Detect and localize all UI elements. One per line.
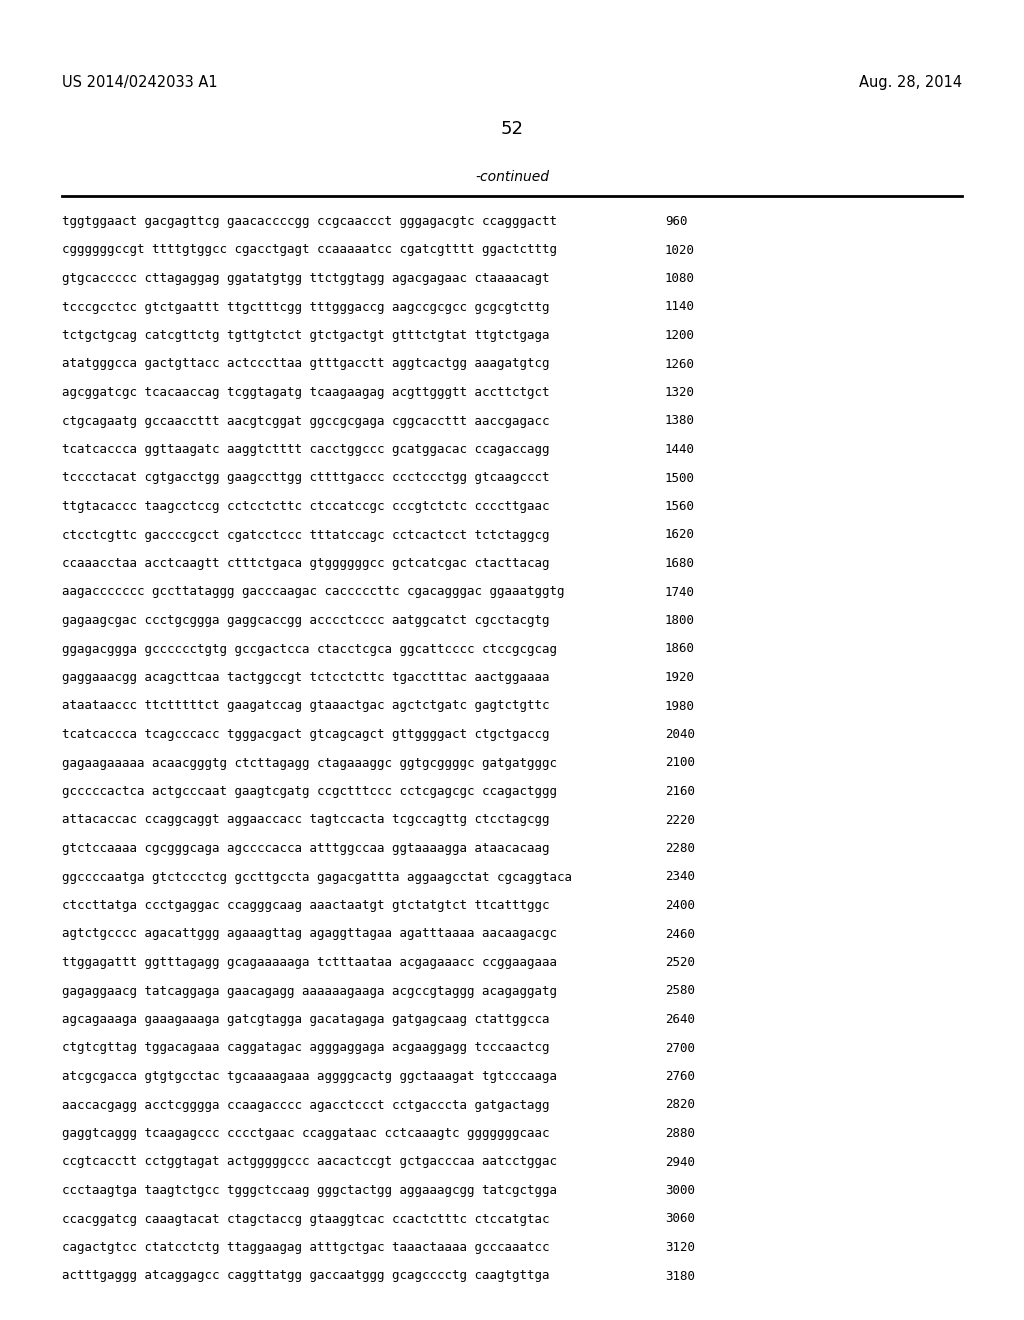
Text: 2220: 2220 <box>665 813 695 826</box>
Text: ttggagattt ggtttagagg gcagaaaaaga tctttaataa acgagaaacc ccggaagaaa: ttggagattt ggtttagagg gcagaaaaaga tcttta… <box>62 956 557 969</box>
Text: 960: 960 <box>665 215 687 228</box>
Text: 2760: 2760 <box>665 1071 695 1082</box>
Text: tcatcaccca tcagcccacc tgggacgact gtcagcagct gttggggact ctgctgaccg: tcatcaccca tcagcccacc tgggacgact gtcagca… <box>62 729 550 741</box>
Text: 3000: 3000 <box>665 1184 695 1197</box>
Text: 2880: 2880 <box>665 1127 695 1140</box>
Text: 1380: 1380 <box>665 414 695 428</box>
Text: ggccccaatga gtctccctcg gccttgccta gagacgattta aggaagcctat cgcaggtaca: ggccccaatga gtctccctcg gccttgccta gagacg… <box>62 870 572 883</box>
Text: 1440: 1440 <box>665 444 695 455</box>
Text: 2040: 2040 <box>665 729 695 741</box>
Text: tctgctgcag catcgttctg tgttgtctct gtctgactgt gtttctgtat ttgtctgaga: tctgctgcag catcgttctg tgttgtctct gtctgac… <box>62 329 550 342</box>
Text: 2940: 2940 <box>665 1155 695 1168</box>
Text: attacaccac ccaggcaggt aggaaccacc tagtccacta tcgccagttg ctcctagcgg: attacaccac ccaggcaggt aggaaccacc tagtcca… <box>62 813 550 826</box>
Text: tcccctacat cgtgacctgg gaagccttgg cttttgaccc ccctccctgg gtcaagccct: tcccctacat cgtgacctgg gaagccttgg cttttga… <box>62 471 550 484</box>
Text: ataataaccc ttctttttct gaagatccag gtaaactgac agctctgatc gagtctgttc: ataataaccc ttctttttct gaagatccag gtaaact… <box>62 700 550 713</box>
Text: ctgcagaatg gccaaccttt aacgtcggat ggccgcgaga cggcaccttt aaccgagacc: ctgcagaatg gccaaccttt aacgtcggat ggccgcg… <box>62 414 550 428</box>
Text: gaggaaacgg acagcttcaa tactggccgt tctcctcttc tgacctttac aactggaaaa: gaggaaacgg acagcttcaa tactggccgt tctcctc… <box>62 671 550 684</box>
Text: gagaggaacg tatcaggaga gaacagagg aaaaaagaaga acgccgtaggg acagaggatg: gagaggaacg tatcaggaga gaacagagg aaaaaaga… <box>62 985 557 998</box>
Text: Aug. 28, 2014: Aug. 28, 2014 <box>859 75 962 90</box>
Text: 2160: 2160 <box>665 785 695 799</box>
Text: gcccccactca actgcccaat gaagtcgatg ccgctttccc cctcgagcgc ccagactggg: gcccccactca actgcccaat gaagtcgatg ccgctt… <box>62 785 557 799</box>
Text: ccaaacctaa acctcaagtt ctttctgaca gtggggggcc gctcatcgac ctacttacag: ccaaacctaa acctcaagtt ctttctgaca gtggggg… <box>62 557 550 570</box>
Text: 2340: 2340 <box>665 870 695 883</box>
Text: 2820: 2820 <box>665 1098 695 1111</box>
Text: ccctaagtga taagtctgcc tgggctccaag gggctactgg aggaaagcgg tatcgctgga: ccctaagtga taagtctgcc tgggctccaag gggcta… <box>62 1184 557 1197</box>
Text: 2280: 2280 <box>665 842 695 855</box>
Text: 2460: 2460 <box>665 928 695 940</box>
Text: 1920: 1920 <box>665 671 695 684</box>
Text: 2580: 2580 <box>665 985 695 998</box>
Text: 2400: 2400 <box>665 899 695 912</box>
Text: 1860: 1860 <box>665 643 695 656</box>
Text: tcatcaccca ggttaagatc aaggtctttt cacctggccc gcatggacac ccagaccagg: tcatcaccca ggttaagatc aaggtctttt cacctgg… <box>62 444 550 455</box>
Text: 1680: 1680 <box>665 557 695 570</box>
Text: ctcctcgttc gaccccgcct cgatcctccc tttatccagc cctcactcct tctctaggcg: ctcctcgttc gaccccgcct cgatcctccc tttatcc… <box>62 528 550 541</box>
Text: ggagacggga gcccccctgtg gccgactcca ctacctcgca ggcattcccc ctccgcgcag: ggagacggga gcccccctgtg gccgactcca ctacct… <box>62 643 557 656</box>
Text: 1500: 1500 <box>665 471 695 484</box>
Text: agtctgcccc agacattggg agaaagttag agaggttagaa agatttaaaa aacaagacgc: agtctgcccc agacattggg agaaagttag agaggtt… <box>62 928 557 940</box>
Text: 1620: 1620 <box>665 528 695 541</box>
Text: 1080: 1080 <box>665 272 695 285</box>
Text: agcggatcgc tcacaaccag tcggtagatg tcaagaagag acgttgggtt accttctgct: agcggatcgc tcacaaccag tcggtagatg tcaagaa… <box>62 385 550 399</box>
Text: ccgtcacctt cctggtagat actgggggccc aacactccgt gctgacccaa aatcctggac: ccgtcacctt cctggtagat actgggggccc aacact… <box>62 1155 557 1168</box>
Text: 2640: 2640 <box>665 1012 695 1026</box>
Text: actttgaggg atcaggagcc caggttatgg gaccaatggg gcagcccctg caagtgttga: actttgaggg atcaggagcc caggttatgg gaccaat… <box>62 1270 550 1283</box>
Text: gaggtcaggg tcaagagccc cccctgaac ccaggataac cctcaaagtc gggggggcaac: gaggtcaggg tcaagagccc cccctgaac ccaggata… <box>62 1127 550 1140</box>
Text: 2700: 2700 <box>665 1041 695 1055</box>
Text: gtgcaccccc cttagaggag ggatatgtgg ttctggtagg agacgagaac ctaaaacagt: gtgcaccccc cttagaggag ggatatgtgg ttctggt… <box>62 272 550 285</box>
Text: -continued: -continued <box>475 170 549 183</box>
Text: 1140: 1140 <box>665 301 695 314</box>
Text: 3120: 3120 <box>665 1241 695 1254</box>
Text: atcgcgacca gtgtgcctac tgcaaaagaaa aggggcactg ggctaaagat tgtcccaaga: atcgcgacca gtgtgcctac tgcaaaagaaa aggggc… <box>62 1071 557 1082</box>
Text: ctgtcgttag tggacagaaa caggatagac agggaggaga acgaaggagg tcccaactcg: ctgtcgttag tggacagaaa caggatagac agggagg… <box>62 1041 550 1055</box>
Text: tcccgcctcc gtctgaattt ttgctttcgg tttgggaccg aagccgcgcc gcgcgtcttg: tcccgcctcc gtctgaattt ttgctttcgg tttggga… <box>62 301 550 314</box>
Text: 1020: 1020 <box>665 243 695 256</box>
Text: 1740: 1740 <box>665 586 695 598</box>
Text: US 2014/0242033 A1: US 2014/0242033 A1 <box>62 75 218 90</box>
Text: ttgtacaccc taagcctccg cctcctcttc ctccatccgc cccgtctctc ccccttgaac: ttgtacaccc taagcctccg cctcctcttc ctccatc… <box>62 500 550 513</box>
Text: tggtggaact gacgagttcg gaacaccccgg ccgcaaccct gggagacgtc ccagggactt: tggtggaact gacgagttcg gaacaccccgg ccgcaa… <box>62 215 557 228</box>
Text: aagaccccccc gccttataggg gacccaagac cacccccttc cgacagggac ggaaatggtg: aagaccccccc gccttataggg gacccaagac caccc… <box>62 586 564 598</box>
Text: cagactgtcc ctatcctctg ttaggaagag atttgctgac taaactaaaa gcccaaatcc: cagactgtcc ctatcctctg ttaggaagag atttgct… <box>62 1241 550 1254</box>
Text: 1200: 1200 <box>665 329 695 342</box>
Text: 1560: 1560 <box>665 500 695 513</box>
Text: 3180: 3180 <box>665 1270 695 1283</box>
Text: 2100: 2100 <box>665 756 695 770</box>
Text: 52: 52 <box>501 120 523 139</box>
Text: 2520: 2520 <box>665 956 695 969</box>
Text: gtctccaaaa cgcgggcaga agccccacca atttggccaa ggtaaaagga ataacacaag: gtctccaaaa cgcgggcaga agccccacca atttggc… <box>62 842 550 855</box>
Text: ctccttatga ccctgaggac ccagggcaag aaactaatgt gtctatgtct ttcatttggc: ctccttatga ccctgaggac ccagggcaag aaactaa… <box>62 899 550 912</box>
Text: atatgggcca gactgttacc actcccttaa gtttgacctt aggtcactgg aaagatgtcg: atatgggcca gactgttacc actcccttaa gtttgac… <box>62 358 550 371</box>
Text: cggggggccgt ttttgtggcc cgacctgagt ccaaaaatcc cgatcgtttt ggactctttg: cggggggccgt ttttgtggcc cgacctgagt ccaaaa… <box>62 243 557 256</box>
Text: 3060: 3060 <box>665 1213 695 1225</box>
Text: agcagaaaga gaaagaaaga gatcgtagga gacatagaga gatgagcaag ctattggcca: agcagaaaga gaaagaaaga gatcgtagga gacatag… <box>62 1012 550 1026</box>
Text: gagaagcgac ccctgcggga gaggcaccgg acccctcccc aatggcatct cgcctacgtg: gagaagcgac ccctgcggga gaggcaccgg acccctc… <box>62 614 550 627</box>
Text: gagaagaaaaa acaacgggtg ctcttagagg ctagaaaggc ggtgcggggc gatgatgggc: gagaagaaaaa acaacgggtg ctcttagagg ctagaa… <box>62 756 557 770</box>
Text: ccacggatcg caaagtacat ctagctaccg gtaaggtcac ccactctttc ctccatgtac: ccacggatcg caaagtacat ctagctaccg gtaaggt… <box>62 1213 550 1225</box>
Text: 1320: 1320 <box>665 385 695 399</box>
Text: 1800: 1800 <box>665 614 695 627</box>
Text: 1260: 1260 <box>665 358 695 371</box>
Text: 1980: 1980 <box>665 700 695 713</box>
Text: aaccacgagg acctcgggga ccaagacccc agacctccct cctgacccta gatgactagg: aaccacgagg acctcgggga ccaagacccc agacctc… <box>62 1098 550 1111</box>
